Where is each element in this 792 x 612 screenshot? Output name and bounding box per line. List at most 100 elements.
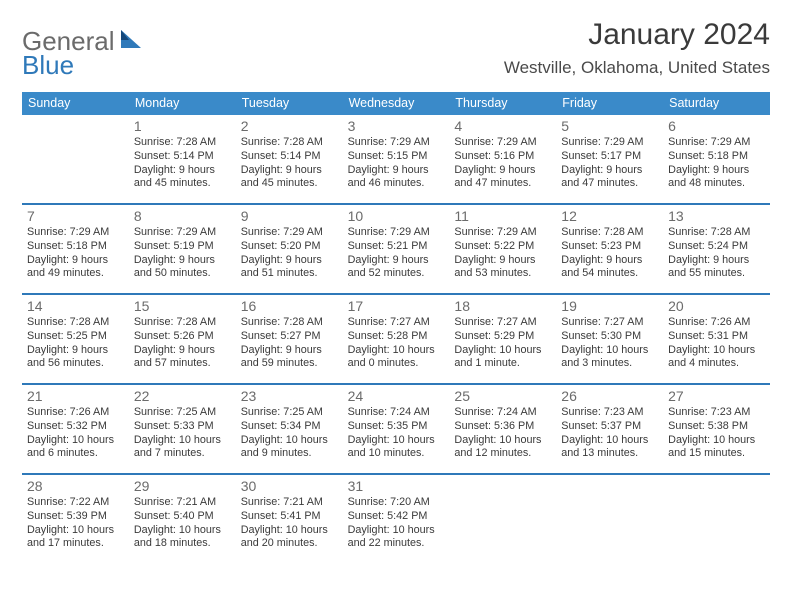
day-header-tuesday: Tuesday	[236, 92, 343, 115]
sunset-text: Sunset: 5:15 PM	[348, 150, 445, 164]
sunrise-text: Sunrise: 7:29 AM	[348, 226, 445, 240]
day-number: 23	[241, 388, 338, 404]
day-number: 8	[134, 208, 231, 224]
daylight-text: Daylight: 9 hours and 45 minutes.	[241, 164, 338, 192]
daylight-text: Daylight: 10 hours and 6 minutes.	[27, 434, 124, 462]
sunset-text: Sunset: 5:28 PM	[348, 330, 445, 344]
sunset-text: Sunset: 5:42 PM	[348, 510, 445, 524]
sunset-text: Sunset: 5:27 PM	[241, 330, 338, 344]
sunset-text: Sunset: 5:33 PM	[134, 420, 231, 434]
day-number: 31	[348, 478, 445, 494]
sunset-text: Sunset: 5:22 PM	[454, 240, 551, 254]
calendar-cell: 28Sunrise: 7:22 AMSunset: 5:39 PMDayligh…	[22, 475, 129, 563]
calendar-cell: 23Sunrise: 7:25 AMSunset: 5:34 PMDayligh…	[236, 385, 343, 473]
daylight-text: Daylight: 10 hours and 18 minutes.	[134, 524, 231, 552]
day-number: 7	[27, 208, 124, 224]
calendar-cell: 25Sunrise: 7:24 AMSunset: 5:36 PMDayligh…	[449, 385, 556, 473]
sunrise-text: Sunrise: 7:28 AM	[241, 136, 338, 150]
month-title: January 2024	[504, 18, 770, 52]
calendar-cell: 10Sunrise: 7:29 AMSunset: 5:21 PMDayligh…	[343, 205, 450, 293]
day-header-monday: Monday	[129, 92, 236, 115]
sunset-text: Sunset: 5:38 PM	[668, 420, 765, 434]
day-number: 1	[134, 118, 231, 134]
calendar-cell: 21Sunrise: 7:26 AMSunset: 5:32 PMDayligh…	[22, 385, 129, 473]
sunset-text: Sunset: 5:39 PM	[27, 510, 124, 524]
sunrise-text: Sunrise: 7:25 AM	[241, 406, 338, 420]
day-number: 13	[668, 208, 765, 224]
calendar-cell: 1Sunrise: 7:28 AMSunset: 5:14 PMDaylight…	[129, 115, 236, 203]
sunrise-text: Sunrise: 7:29 AM	[668, 136, 765, 150]
sunrise-text: Sunrise: 7:21 AM	[134, 496, 231, 510]
sunrise-text: Sunrise: 7:29 AM	[454, 136, 551, 150]
daylight-text: Daylight: 9 hours and 59 minutes.	[241, 344, 338, 372]
daylight-text: Daylight: 10 hours and 4 minutes.	[668, 344, 765, 372]
day-number: 3	[348, 118, 445, 134]
day-number: 12	[561, 208, 658, 224]
sunrise-text: Sunrise: 7:27 AM	[454, 316, 551, 330]
sunset-text: Sunset: 5:26 PM	[134, 330, 231, 344]
day-number: 20	[668, 298, 765, 314]
day-number: 11	[454, 208, 551, 224]
sunrise-text: Sunrise: 7:28 AM	[561, 226, 658, 240]
day-header-saturday: Saturday	[663, 92, 770, 115]
calendar: Sunday Monday Tuesday Wednesday Thursday…	[22, 92, 770, 563]
daylight-text: Daylight: 10 hours and 3 minutes.	[561, 344, 658, 372]
day-number: 24	[348, 388, 445, 404]
sunrise-text: Sunrise: 7:28 AM	[241, 316, 338, 330]
daylight-text: Daylight: 10 hours and 10 minutes.	[348, 434, 445, 462]
sunset-text: Sunset: 5:19 PM	[134, 240, 231, 254]
calendar-cell: 4Sunrise: 7:29 AMSunset: 5:16 PMDaylight…	[449, 115, 556, 203]
daylight-text: Daylight: 10 hours and 7 minutes.	[134, 434, 231, 462]
calendar-cell: 2Sunrise: 7:28 AMSunset: 5:14 PMDaylight…	[236, 115, 343, 203]
sunrise-text: Sunrise: 7:23 AM	[561, 406, 658, 420]
calendar-cell: 29Sunrise: 7:21 AMSunset: 5:40 PMDayligh…	[129, 475, 236, 563]
calendar-cell: 3Sunrise: 7:29 AMSunset: 5:15 PMDaylight…	[343, 115, 450, 203]
day-number: 21	[27, 388, 124, 404]
sunset-text: Sunset: 5:31 PM	[668, 330, 765, 344]
sunrise-text: Sunrise: 7:29 AM	[241, 226, 338, 240]
calendar-cell: 11Sunrise: 7:29 AMSunset: 5:22 PMDayligh…	[449, 205, 556, 293]
calendar-cell: 16 Sunrise: 7:28 AMSunset: 5:27 PMDayligh…	[236, 295, 343, 383]
sunrise-text: Sunrise: 7:24 AM	[348, 406, 445, 420]
daylight-text: Daylight: 10 hours and 15 minutes.	[668, 434, 765, 462]
sunrise-text: Sunrise: 7:28 AM	[668, 226, 765, 240]
sunset-text: Sunset: 5:35 PM	[348, 420, 445, 434]
day-header-thursday: Thursday	[449, 92, 556, 115]
day-number: 27	[668, 388, 765, 404]
calendar-cell: 9Sunrise: 7:29 AMSunset: 5:20 PMDaylight…	[236, 205, 343, 293]
title-block: January 2024 Westville, Oklahoma, United…	[504, 18, 770, 78]
day-number: 30	[241, 478, 338, 494]
day-number: 28	[27, 478, 124, 494]
sunset-text: Sunset: 5:34 PM	[241, 420, 338, 434]
daylight-text: Daylight: 9 hours and 47 minutes.	[561, 164, 658, 192]
daylight-text: Daylight: 10 hours and 0 minutes.	[348, 344, 445, 372]
daylight-text: Daylight: 9 hours and 52 minutes.	[348, 254, 445, 282]
day-header-sunday: Sunday	[22, 92, 129, 115]
day-number: 19	[561, 298, 658, 314]
calendar-cell: 24 Sunrise: 7:24 AMSunset: 5:35 PMDayligh…	[343, 385, 450, 473]
daylight-text: Daylight: 10 hours and 20 minutes.	[241, 524, 338, 552]
day-number: 10	[348, 208, 445, 224]
sunrise-text: Sunrise: 7:20 AM	[348, 496, 445, 510]
daylight-text: Daylight: 9 hours and 50 minutes.	[134, 254, 231, 282]
sunrise-text: Sunrise: 7:21 AM	[241, 496, 338, 510]
calendar-cell: 30Sunrise: 7:21 AMSunset: 5:41 PMDayligh…	[236, 475, 343, 563]
day-number: 4	[454, 118, 551, 134]
location: Westville, Oklahoma, United States	[504, 58, 770, 78]
sunset-text: Sunset: 5:18 PM	[27, 240, 124, 254]
sunrise-text: Sunrise: 7:26 AM	[27, 406, 124, 420]
daylight-text: Daylight: 10 hours and 13 minutes.	[561, 434, 658, 462]
calendar-cell: 14Sunrise: 7:28 AMSunset: 5:25 PMDayligh…	[22, 295, 129, 383]
calendar-cell	[556, 475, 663, 563]
sunrise-text: Sunrise: 7:29 AM	[561, 136, 658, 150]
sunset-text: Sunset: 5:40 PM	[134, 510, 231, 524]
sunrise-text: Sunrise: 7:28 AM	[134, 316, 231, 330]
daylight-text: Daylight: 9 hours and 46 minutes.	[348, 164, 445, 192]
calendar-cell: 12Sunrise: 7:28 AMSunset: 5:23 PMDayligh…	[556, 205, 663, 293]
day-number: 16	[241, 298, 338, 314]
calendar-cell: 6Sunrise: 7:29 AMSunset: 5:18 PMDaylight…	[663, 115, 770, 203]
daylight-text: Daylight: 9 hours and 56 minutes.	[27, 344, 124, 372]
sunrise-text: Sunrise: 7:29 AM	[134, 226, 231, 240]
daylight-text: Daylight: 10 hours and 17 minutes.	[27, 524, 124, 552]
logo-text-blue: Blue	[22, 50, 74, 80]
